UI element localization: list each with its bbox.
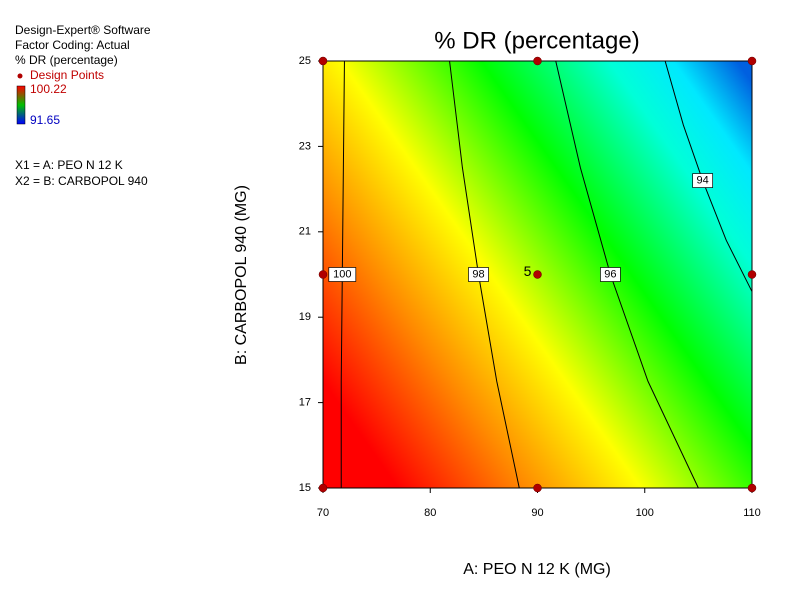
y-tick-label: 23 xyxy=(299,140,311,152)
contour-label-box xyxy=(328,267,357,282)
design-point xyxy=(747,56,757,66)
colorbar xyxy=(16,85,26,125)
design-point xyxy=(318,270,328,279)
y-tick-label: 25 xyxy=(299,55,311,67)
info-line: % DR (percentage) xyxy=(15,53,118,67)
x-axis-label: A: PEO N 12 K (MG) xyxy=(463,561,611,578)
y-tick-label: 17 xyxy=(299,397,311,409)
info-line: Design-Expert® Software xyxy=(15,23,151,37)
contour-label: 94 xyxy=(697,174,709,186)
legend-dot xyxy=(17,73,23,79)
chart-title: % DR (percentage) xyxy=(434,27,639,54)
factor-line: X2 = B: CARBOPOL 940 xyxy=(15,174,148,188)
legend-label: Design Points xyxy=(30,68,104,82)
x-tick-label: 90 xyxy=(531,507,543,519)
y-tick-label: 19 xyxy=(299,311,311,323)
contour-label: 98 xyxy=(472,268,484,280)
x-tick-label: 70 xyxy=(317,507,329,519)
design-point xyxy=(747,270,757,279)
x-tick-label: 110 xyxy=(743,507,761,519)
design-point xyxy=(318,483,328,493)
contour-label-box xyxy=(468,267,489,282)
design-point xyxy=(533,270,542,279)
design-point xyxy=(533,483,542,493)
contour-label-box xyxy=(600,267,621,282)
design-point xyxy=(533,56,542,66)
y-axis-label: B: CARBOPOL 940 (MG) xyxy=(233,185,250,365)
design-point xyxy=(747,483,757,493)
contour-label: 100 xyxy=(333,268,351,280)
x-tick-label: 80 xyxy=(424,507,436,519)
design-point xyxy=(318,56,328,66)
y-tick-label: 21 xyxy=(299,226,311,238)
replicate-count: 5 xyxy=(524,263,532,279)
y-tick-label: 15 xyxy=(299,482,311,494)
colorbar-max: 100.22 xyxy=(30,82,67,96)
x-tick-label: 100 xyxy=(636,507,654,519)
info-line: Factor Coding: Actual xyxy=(15,38,130,52)
contour-label: 96 xyxy=(604,268,616,280)
factor-line: X1 = A: PEO N 12 K xyxy=(15,158,123,172)
contour-label-box xyxy=(692,173,714,188)
colorbar-min: 91.65 xyxy=(30,113,60,127)
